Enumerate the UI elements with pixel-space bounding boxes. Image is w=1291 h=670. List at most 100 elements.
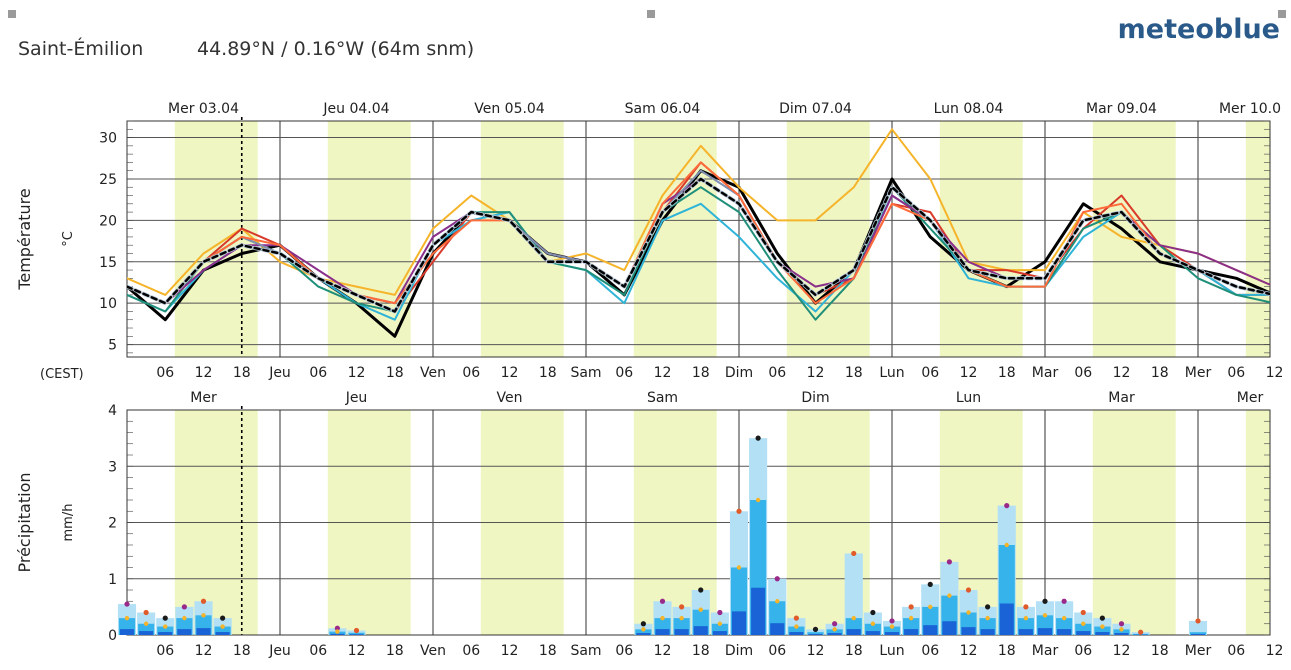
y-axis-unit: °C — [61, 231, 76, 247]
hour-tick-label: Lun — [879, 643, 904, 659]
hour-tick-label: 06 — [462, 365, 480, 381]
precip-bar-mean — [883, 626, 901, 635]
day-label: Dim — [801, 390, 829, 406]
y-tick-label: 15 — [99, 255, 117, 271]
hour-tick-label: 12 — [1113, 365, 1131, 381]
precip-max-dot — [985, 604, 991, 610]
precip-bar-mean — [1094, 626, 1111, 635]
corner-marker-right — [1278, 10, 1286, 18]
precip-max-dot — [181, 604, 187, 610]
day-label: Mer 03.04 — [168, 101, 239, 117]
day-label: Mer — [190, 390, 217, 406]
precip-max-dot — [793, 615, 799, 621]
precip-mean-dot — [1023, 615, 1029, 621]
precip-bar-low — [712, 631, 727, 635]
precip-max-dot — [889, 618, 895, 624]
precip-mean-dot — [985, 615, 990, 621]
precip-bar-mean — [826, 629, 843, 635]
precip-max-dot — [927, 581, 933, 587]
precip-mean-dot — [832, 627, 837, 632]
hour-tick-label: 18 — [233, 643, 251, 659]
corner-marker-center — [647, 10, 655, 18]
precip-bar-low — [349, 634, 364, 635]
precip-mean-dot — [1119, 627, 1124, 632]
hour-tick-label: 18 — [845, 365, 863, 381]
hour-tick-label: 18 — [386, 365, 404, 381]
precip-mean-dot — [660, 615, 665, 621]
hour-tick-label: 18 — [1151, 365, 1169, 381]
hour-tick-label: 06 — [462, 643, 480, 659]
hour-tick-label: Ven — [420, 365, 446, 381]
hour-tick-label: 18 — [386, 643, 404, 659]
hour-tick-label: 18 — [998, 365, 1016, 381]
precip-mean-dot — [201, 613, 206, 618]
hour-tick-label: 06 — [615, 643, 633, 659]
y-tick-label: 2 — [108, 516, 117, 532]
day-label: Mer 10.0 — [1219, 101, 1281, 117]
precip-max-dot — [755, 435, 761, 441]
precip-bar-low — [770, 623, 785, 635]
precip-bar-low — [196, 628, 211, 635]
daylight-band — [1245, 121, 1270, 357]
precip-mean-dot — [335, 629, 340, 634]
precip-mean-dot — [794, 624, 799, 629]
daylight-band — [480, 121, 564, 357]
y-tick-label: 30 — [99, 131, 117, 147]
hour-tick-label: 06 — [309, 365, 327, 381]
hour-tick-label: 12 — [1266, 643, 1284, 659]
precip-bar-mean — [864, 623, 881, 635]
day-label: Sam 06.04 — [625, 101, 701, 117]
brand-logo: meteoblue — [1118, 14, 1280, 45]
precip-max-dot — [832, 621, 838, 627]
hour-tick-label: Dim — [725, 643, 753, 659]
precip-mean-dot — [775, 599, 780, 604]
hour-tick-label: 06 — [1074, 365, 1092, 381]
precip-bar-low — [789, 632, 804, 635]
precip-mean-dot — [1100, 624, 1105, 629]
precip-max-dot — [698, 587, 704, 593]
precip-bar-low — [904, 629, 919, 635]
hour-tick-label: 06 — [1227, 643, 1245, 659]
hour-tick-label: 12 — [501, 643, 519, 659]
precip-mean-dot — [163, 624, 168, 629]
hour-tick-label: 12 — [654, 365, 672, 381]
precip-bar-max — [844, 553, 863, 635]
precip-max-dot — [200, 598, 207, 604]
hour-tick-label: 18 — [692, 365, 710, 381]
precip-max-dot — [717, 609, 723, 616]
day-label: Jeu 04.04 — [322, 101, 389, 117]
hour-tick-label: 06 — [1227, 365, 1245, 381]
precip-max-dot — [1061, 598, 1067, 604]
hour-tick-label: 12 — [348, 365, 366, 381]
hour-tick-label: 06 — [921, 365, 939, 381]
precip-bar-low — [980, 629, 995, 635]
precip-max-dot — [851, 550, 857, 557]
day-label: Lun — [956, 390, 981, 406]
precip-bar-mean — [807, 632, 824, 635]
hour-tick-label: 12 — [807, 365, 825, 381]
precip-bar-low — [636, 633, 651, 635]
y-tick-label: 0 — [108, 628, 117, 644]
precip-bar-mean — [1113, 629, 1130, 635]
precip-max-dot — [124, 601, 130, 607]
hour-tick-label: 12 — [501, 365, 519, 381]
hour-tick-label: 06 — [921, 643, 939, 659]
hour-tick-label: 12 — [195, 643, 213, 659]
precip-max-dot — [908, 604, 914, 610]
precip-max-dot — [353, 627, 360, 634]
precip-max-dot — [162, 615, 168, 621]
precip-max-dot — [640, 621, 646, 627]
hour-tick-label: 06 — [156, 365, 174, 381]
y-axis-label: Température — [15, 188, 34, 290]
precip-bar-mean — [635, 629, 652, 635]
precip-bar-low — [655, 629, 670, 635]
precip-bar-low — [330, 633, 345, 635]
precip-bar-low — [158, 632, 173, 635]
precip-bar-max — [1188, 620, 1208, 635]
precip-bar-mean — [788, 626, 805, 635]
y-axis-unit: mm/h — [61, 504, 76, 542]
precip-mean-dot — [736, 565, 742, 570]
precip-max-dot — [220, 615, 226, 621]
day-label: Mar — [1108, 390, 1135, 406]
